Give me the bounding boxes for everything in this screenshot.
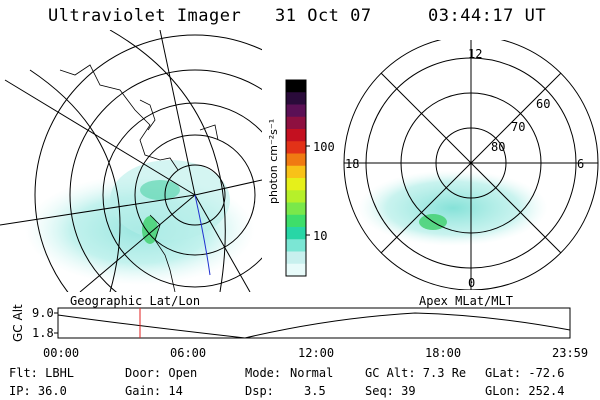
colorbar-segment bbox=[286, 165, 306, 179]
time-tick-0000: 00:00 bbox=[43, 346, 80, 360]
colorbar-unit-label: photon cm⁻²s⁻¹ bbox=[267, 119, 280, 204]
mlt-label-0: 0 bbox=[468, 276, 476, 290]
mlat-label-60: 60 bbox=[536, 97, 551, 111]
colorbar-segment bbox=[286, 190, 306, 203]
colorbar-segment bbox=[286, 153, 306, 167]
polar-mlat-mlt-plot bbox=[343, 40, 599, 290]
colorbar-segment bbox=[286, 80, 306, 93]
geo-plot-caption: Geographic Lat/Lon bbox=[70, 294, 201, 308]
colorbar-segment bbox=[286, 104, 306, 118]
seq-info: Seq: 39 bbox=[365, 384, 416, 398]
altitude-curve bbox=[57, 312, 571, 339]
mlt-label-18: 18 bbox=[345, 157, 360, 171]
colorbar-segment bbox=[286, 141, 306, 154]
glat-info: GLat: -72.6 bbox=[485, 366, 565, 380]
ip-info: IP: 36.0 bbox=[9, 384, 67, 398]
alt-tick-9: 9.0 bbox=[32, 306, 54, 320]
dsp-value: 3.5 bbox=[304, 384, 326, 398]
time-tick-0600: 06:00 bbox=[170, 346, 207, 360]
colorbar-segment bbox=[286, 251, 306, 265]
time-tick-1200: 12:00 bbox=[298, 346, 335, 360]
alt-axis-label: GC Alt bbox=[11, 304, 25, 342]
colorbar-segment bbox=[286, 92, 306, 105]
colorbar-segment bbox=[286, 202, 306, 216]
colorbar-segment bbox=[286, 178, 306, 191]
dsp-label: Dsp: bbox=[245, 384, 274, 398]
gc-alt-info: GC Alt: 7.3 Re bbox=[365, 366, 467, 380]
alt-tick-1-8: 1.8 bbox=[32, 326, 54, 340]
mlt-label-12: 12 bbox=[468, 47, 483, 61]
polar-plot-caption: Apex MLat/MLT bbox=[419, 294, 513, 308]
altitude-time-panel: GC Alt bbox=[11, 304, 571, 342]
mode-label: Mode: bbox=[245, 366, 282, 380]
date-label: 31 Oct 07 bbox=[275, 6, 372, 26]
mlat-label-70: 70 bbox=[511, 120, 526, 134]
geographic-map-plot bbox=[0, 30, 262, 292]
colorbar-segment bbox=[286, 227, 306, 240]
time-tick-1800: 18:00 bbox=[425, 346, 462, 360]
gain-info: Gain: 14 bbox=[125, 384, 183, 398]
mlat-label-80: 80 bbox=[491, 140, 506, 154]
intensity-color-bar: photon cm⁻²s⁻¹ bbox=[267, 79, 310, 277]
colorbar-tick-10: 10 bbox=[313, 229, 328, 243]
time-tick-2359: 23:59 bbox=[552, 346, 589, 360]
colorbar-segment bbox=[286, 263, 306, 277]
colorbar-segment bbox=[286, 239, 306, 252]
colorbar-segment bbox=[286, 116, 306, 130]
door-info: Door: Open bbox=[125, 366, 198, 380]
instrument-title: Ultraviolet Imager bbox=[48, 6, 242, 26]
glon-info: GLon: 252.4 bbox=[485, 384, 565, 398]
mlt-label-6: 6 bbox=[577, 157, 585, 171]
colorbar-segment bbox=[286, 129, 306, 142]
time-label: 03:44:17 UT bbox=[428, 6, 547, 26]
filter-info: Flt: LBHL bbox=[9, 366, 75, 380]
colorbar-segment bbox=[286, 214, 306, 228]
mode-value: Normal bbox=[290, 366, 334, 380]
colorbar-tick-100: 100 bbox=[313, 140, 335, 154]
